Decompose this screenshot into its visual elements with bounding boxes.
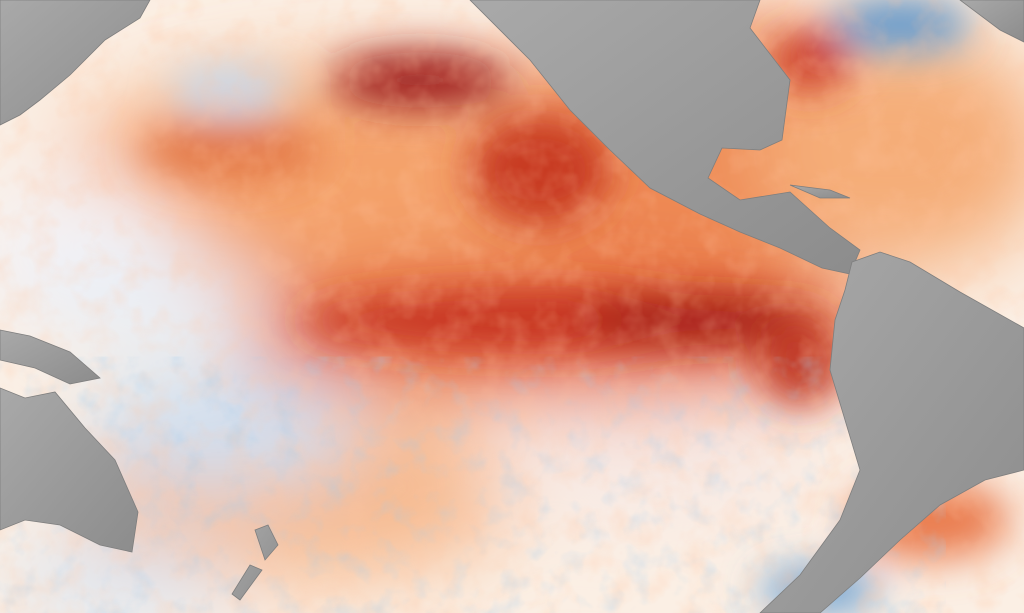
north-america [469,0,861,275]
asia [0,0,151,126]
south-america [759,251,1024,613]
greenland [959,0,1024,43]
australia [0,387,139,553]
new-guinea [0,329,101,385]
caribbean [789,184,851,199]
new-zealand [231,524,279,601]
